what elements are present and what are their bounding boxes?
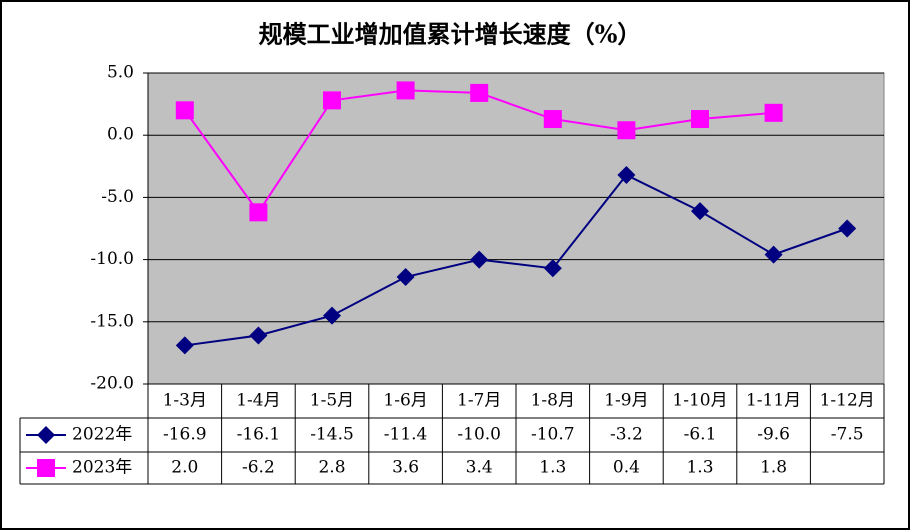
table-value: -9.6 — [757, 425, 790, 445]
x-tick-label: 1-9月 — [604, 391, 648, 411]
marker — [617, 166, 636, 185]
table-value: -11.4 — [384, 425, 428, 445]
table-value: -10.7 — [531, 425, 575, 445]
marker — [175, 336, 194, 355]
legend-label: 2022年 — [72, 425, 132, 445]
marker — [470, 250, 489, 269]
marker — [249, 203, 268, 222]
chart-title: 规模工业增加值累计增长速度（%） — [259, 20, 642, 49]
legend-label: 2023年 — [72, 458, 132, 478]
marker — [764, 245, 783, 264]
marker — [175, 101, 194, 120]
table-value: -16.9 — [163, 425, 207, 445]
marker — [396, 268, 415, 287]
x-tick-label: 1-7月 — [457, 391, 501, 411]
marker — [323, 306, 341, 325]
x-tick-label: 1-6月 — [383, 391, 427, 411]
y-tick-label: -10.0 — [90, 249, 134, 269]
x-tick-label: 1-11月 — [746, 391, 801, 411]
marker — [323, 91, 341, 110]
table-value: 1.3 — [539, 458, 566, 478]
table-value: -16.1 — [237, 425, 281, 445]
marker — [691, 110, 709, 129]
marker — [396, 81, 415, 100]
y-tick-label: -20.0 — [90, 374, 134, 394]
y-tick-label: -5.0 — [101, 187, 134, 207]
x-tick-label: 1-5月 — [310, 391, 354, 411]
marker — [838, 219, 857, 238]
marker — [249, 326, 268, 345]
table-value: -6.1 — [684, 425, 717, 445]
series-line — [184, 173, 848, 347]
table-value: 0.4 — [613, 458, 640, 478]
x-tick-label: 1-4月 — [236, 391, 280, 411]
x-tick-label: 1-3月 — [163, 391, 207, 411]
table-value: -7.5 — [831, 425, 864, 445]
marker — [764, 103, 783, 122]
y-tick-label: 0.0 — [107, 125, 134, 145]
marker — [691, 202, 709, 221]
table-value: 3.6 — [392, 458, 419, 478]
marker — [37, 459, 55, 477]
table-value: -10.0 — [457, 425, 501, 445]
table-value: 1.3 — [686, 458, 713, 478]
marker — [543, 110, 562, 129]
marker — [470, 83, 489, 102]
table-value: -6.2 — [242, 458, 275, 478]
table-value: 1.8 — [760, 458, 787, 478]
table-value: 2.8 — [318, 458, 345, 478]
y-tick-label: 5.0 — [107, 63, 134, 83]
table-value: 2.0 — [171, 458, 198, 478]
y-tick-label: -15.0 — [90, 311, 134, 331]
table-value: -14.5 — [310, 425, 354, 445]
marker — [617, 121, 636, 140]
x-tick-label: 1-10月 — [672, 391, 727, 411]
table-value: 3.4 — [466, 458, 493, 478]
table-value: -3.2 — [610, 425, 643, 445]
x-tick-label: 1-12月 — [820, 391, 875, 411]
marker — [37, 426, 55, 444]
x-tick-label: 1-8月 — [531, 391, 575, 411]
marker — [543, 259, 562, 278]
